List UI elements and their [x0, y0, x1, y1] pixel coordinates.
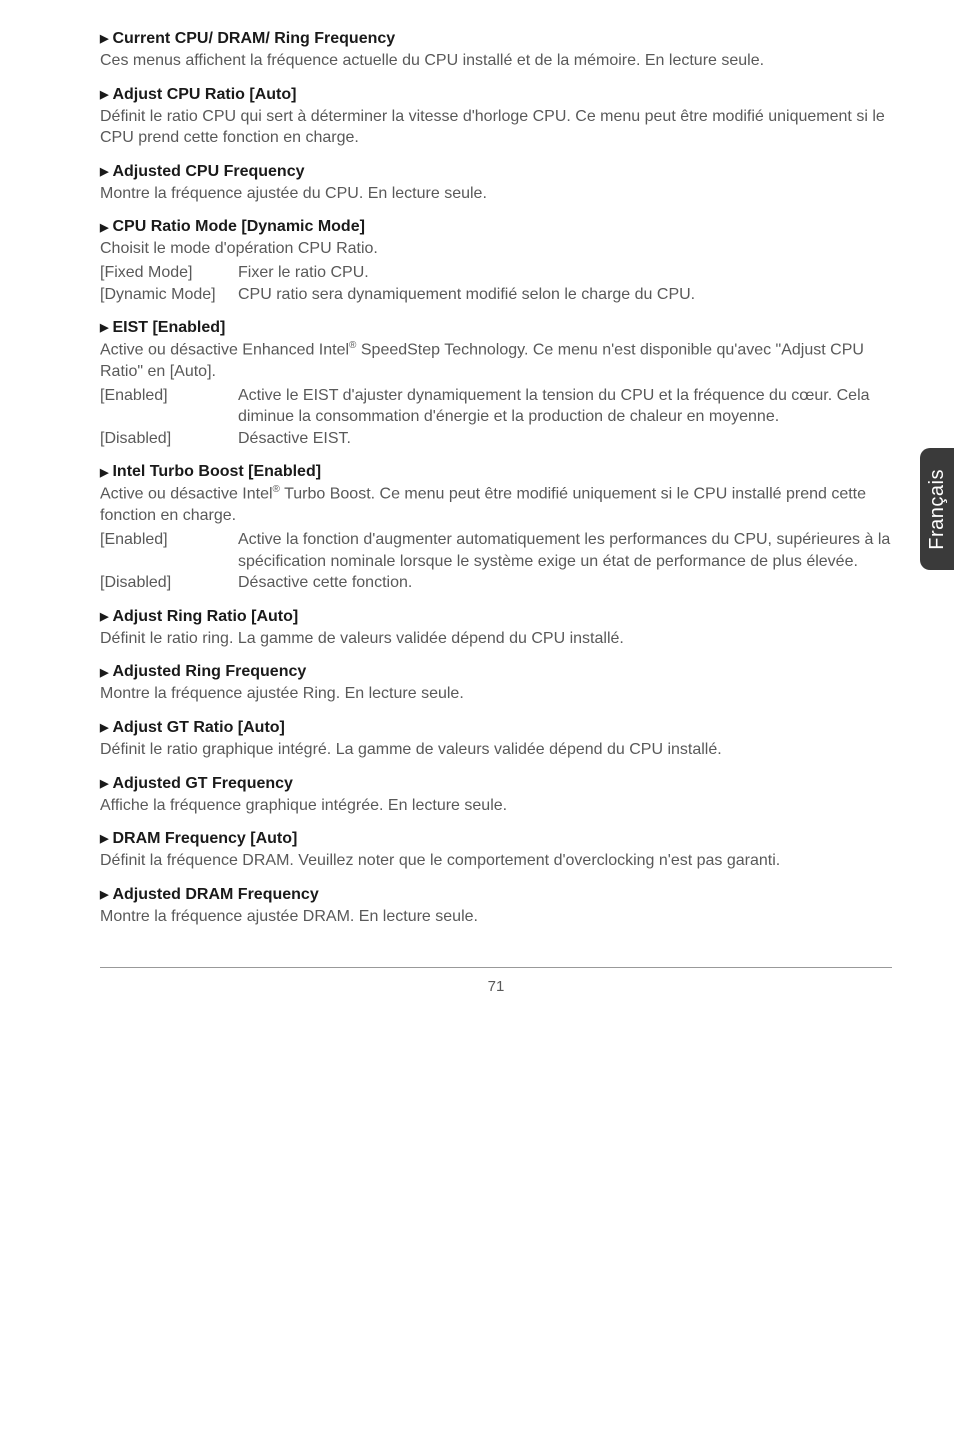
triangle-icon: ▶	[100, 467, 108, 479]
table-row: [Disabled]Désactive EIST.	[100, 428, 892, 450]
setting-heading: ▶ Adjust Ring Ratio [Auto]	[100, 608, 892, 626]
triangle-icon: ▶	[100, 778, 108, 790]
setting-title: Adjusted GT Frequency	[112, 775, 292, 792]
setting-heading: ▶ EIST [Enabled]	[100, 319, 892, 337]
setting-title: CPU Ratio Mode [Dynamic Mode]	[112, 218, 364, 235]
page-number: 71	[488, 978, 505, 995]
setting-title: DRAM Frequency [Auto]	[112, 830, 297, 847]
options-table: [Enabled]Active la fonction d'augmenter …	[100, 529, 892, 594]
setting-title: Current CPU/ DRAM/ Ring Frequency	[112, 30, 395, 47]
setting-description: Définit le ratio CPU qui sert à détermin…	[100, 106, 892, 149]
setting-heading: ▶ Adjusted Ring Frequency	[100, 663, 892, 681]
setting-description: Choisit le mode d'opération CPU Ratio.	[100, 238, 892, 260]
page-container: Français ▶ Current CPU/ DRAM/ Ring Freque…	[0, 0, 954, 1025]
bios-setting-section: ▶ Adjust GT Ratio [Auto] Définit le ratio …	[100, 719, 892, 761]
triangle-icon: ▶	[100, 89, 108, 101]
bios-setting-section: ▶ Current CPU/ DRAM/ Ring Frequency Ces me…	[100, 30, 892, 72]
setting-description: Montre la fréquence ajustée Ring. En lec…	[100, 683, 892, 705]
bios-setting-section: ▶ EIST [Enabled] Active ou désactive Enhan…	[100, 319, 892, 449]
setting-title: Adjust GT Ratio [Auto]	[112, 719, 284, 736]
desc-pre: Active ou désactive Intel	[100, 486, 273, 503]
bios-setting-section: ▶ Adjust CPU Ratio [Auto] Définit le ratio…	[100, 86, 892, 149]
table-row: [Fixed Mode]Fixer le ratio CPU.	[100, 262, 695, 284]
option-label: [Fixed Mode]	[100, 262, 238, 284]
triangle-icon: ▶	[100, 667, 108, 679]
setting-title: Adjust CPU Ratio [Auto]	[112, 86, 296, 103]
setting-description: Affiche la fréquence graphique intégrée.…	[100, 795, 892, 817]
language-tab: Français	[920, 448, 954, 570]
option-description: Désactive cette fonction.	[238, 572, 892, 594]
setting-heading: ▶ Current CPU/ DRAM/ Ring Frequency	[100, 30, 892, 48]
options-table: [Enabled]Active le EIST d'ajuster dynami…	[100, 385, 892, 450]
setting-description: Active ou désactive Enhanced Intel® Spee…	[100, 339, 892, 383]
table-row: [Disabled]Désactive cette fonction.	[100, 572, 892, 594]
setting-heading: ▶ Intel Turbo Boost [Enabled]	[100, 463, 892, 481]
option-description: Active le EIST d'ajuster dynamiquement l…	[238, 385, 892, 428]
triangle-icon: ▶	[100, 611, 108, 623]
page-footer: 71	[100, 967, 892, 995]
setting-title: Adjusted DRAM Frequency	[112, 886, 318, 903]
options-table: [Fixed Mode]Fixer le ratio CPU.[Dynamic …	[100, 262, 695, 305]
option-label: [Dynamic Mode]	[100, 284, 238, 306]
option-description: Désactive EIST.	[238, 428, 892, 450]
setting-description: Montre la fréquence ajustée DRAM. En lec…	[100, 906, 892, 928]
setting-heading: ▶ Adjusted CPU Frequency	[100, 163, 892, 181]
content-sections: ▶ Current CPU/ DRAM/ Ring Frequency Ces me…	[100, 30, 892, 927]
triangle-icon: ▶	[100, 33, 108, 45]
triangle-icon: ▶	[100, 833, 108, 845]
option-description: Fixer le ratio CPU.	[238, 262, 695, 284]
setting-description: Définit la fréquence DRAM. Veuillez note…	[100, 850, 892, 872]
registered-icon: ®	[273, 484, 280, 495]
setting-heading: ▶ CPU Ratio Mode [Dynamic Mode]	[100, 218, 892, 236]
setting-title: EIST [Enabled]	[112, 319, 225, 336]
option-label: [Disabled]	[100, 572, 238, 594]
setting-description: Montre la fréquence ajustée du CPU. En l…	[100, 183, 892, 205]
triangle-icon: ▶	[100, 722, 108, 734]
desc-pre: Active ou désactive Enhanced Intel	[100, 341, 349, 358]
setting-description: Active ou désactive Intel® Turbo Boost. …	[100, 483, 892, 527]
option-description: Active la fonction d'augmenter automatiq…	[238, 529, 892, 572]
language-tab-label: Français	[926, 469, 949, 550]
setting-title: Intel Turbo Boost [Enabled]	[112, 463, 321, 480]
bios-setting-section: ▶ Adjusted GT Frequency Affiche la fréquen…	[100, 775, 892, 817]
table-row: [Dynamic Mode]CPU ratio sera dynamiqueme…	[100, 284, 695, 306]
table-row: [Enabled]Active le EIST d'ajuster dynami…	[100, 385, 892, 428]
setting-title: Adjusted CPU Frequency	[112, 163, 304, 180]
setting-description: Définit le ratio ring. La gamme de valeu…	[100, 628, 892, 650]
bios-setting-section: ▶ Adjusted Ring Frequency Montre la fréque…	[100, 663, 892, 705]
option-label: [Disabled]	[100, 428, 238, 450]
setting-description: Définit le ratio graphique intégré. La g…	[100, 739, 892, 761]
triangle-icon: ▶	[100, 322, 108, 334]
setting-title: Adjusted Ring Frequency	[112, 663, 306, 680]
option-label: [Enabled]	[100, 385, 238, 428]
setting-heading: ▶ Adjust CPU Ratio [Auto]	[100, 86, 892, 104]
triangle-icon: ▶	[100, 889, 108, 901]
setting-title: Adjust Ring Ratio [Auto]	[112, 608, 298, 625]
bios-setting-section: ▶ DRAM Frequency [Auto] Définit la fréquen…	[100, 830, 892, 872]
triangle-icon: ▶	[100, 222, 108, 234]
bios-setting-section: ▶ CPU Ratio Mode [Dynamic Mode] Choisit le…	[100, 218, 892, 305]
option-description: CPU ratio sera dynamiquement modifié sel…	[238, 284, 695, 306]
setting-description: Ces menus affichent la fréquence actuell…	[100, 50, 892, 72]
setting-heading: ▶ Adjusted GT Frequency	[100, 775, 892, 793]
bios-setting-section: ▶ Intel Turbo Boost [Enabled] Active ou dé…	[100, 463, 892, 593]
bios-setting-section: ▶ Adjust Ring Ratio [Auto] Définit le rati…	[100, 608, 892, 650]
bios-setting-section: ▶ Adjusted DRAM Frequency Montre la fréque…	[100, 886, 892, 928]
triangle-icon: ▶	[100, 166, 108, 178]
option-label: [Enabled]	[100, 529, 238, 572]
bios-setting-section: ▶ Adjusted CPU Frequency Montre la fréquen…	[100, 163, 892, 205]
table-row: [Enabled]Active la fonction d'augmenter …	[100, 529, 892, 572]
setting-heading: ▶ Adjust GT Ratio [Auto]	[100, 719, 892, 737]
setting-heading: ▶ Adjusted DRAM Frequency	[100, 886, 892, 904]
setting-heading: ▶ DRAM Frequency [Auto]	[100, 830, 892, 848]
